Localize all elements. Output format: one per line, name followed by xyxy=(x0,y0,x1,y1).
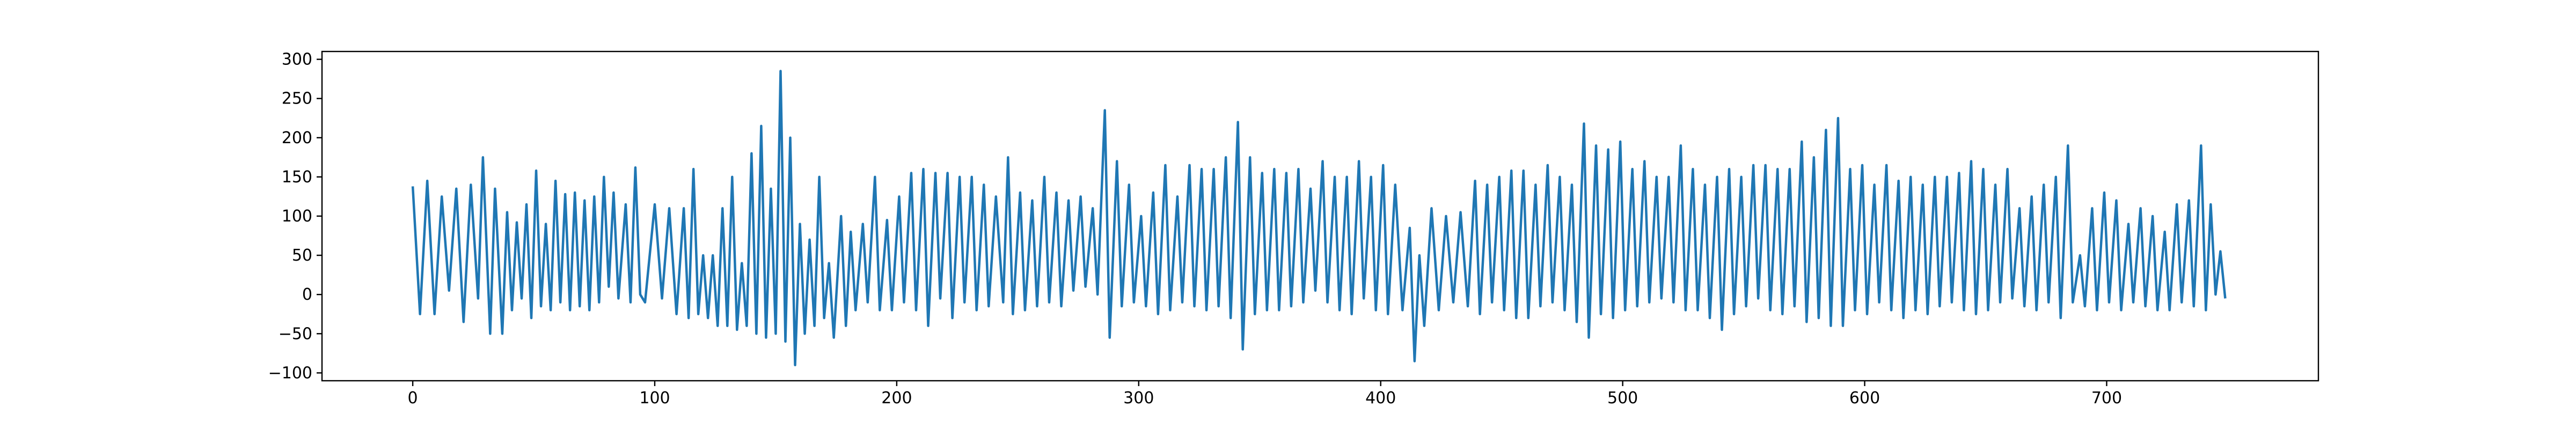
y-tick-label: 50 xyxy=(292,246,312,265)
x-tick-label: 700 xyxy=(2091,389,2122,408)
data-series-line xyxy=(411,70,2227,367)
x-tick-label: 0 xyxy=(408,389,418,408)
y-tick-label: 0 xyxy=(302,285,312,304)
y-tick-label: −50 xyxy=(279,324,312,343)
y-tick-label: 100 xyxy=(282,207,312,226)
x-tick-label: 100 xyxy=(639,389,670,408)
y-tick-label: 250 xyxy=(282,90,312,108)
x-axis-ticks: 0 100 200 300 400 500 600 700 xyxy=(408,381,2122,408)
x-tick-label: 200 xyxy=(881,389,912,408)
y-tick-label: 300 xyxy=(282,50,312,69)
y-tick-label: 150 xyxy=(282,168,312,187)
y-tick-label: 200 xyxy=(282,129,312,147)
x-tick-label: 300 xyxy=(1123,389,1154,408)
x-tick-label: 600 xyxy=(1849,389,1880,408)
plot-area xyxy=(411,70,2227,367)
x-tick-label: 400 xyxy=(1365,389,1396,408)
axes-frame xyxy=(321,50,2319,382)
y-axis-ticks: −100 −50 0 50 100 150 200 250 300 xyxy=(268,50,322,382)
y-tick-label: −100 xyxy=(268,364,312,382)
x-tick-label: 500 xyxy=(1607,389,1638,408)
